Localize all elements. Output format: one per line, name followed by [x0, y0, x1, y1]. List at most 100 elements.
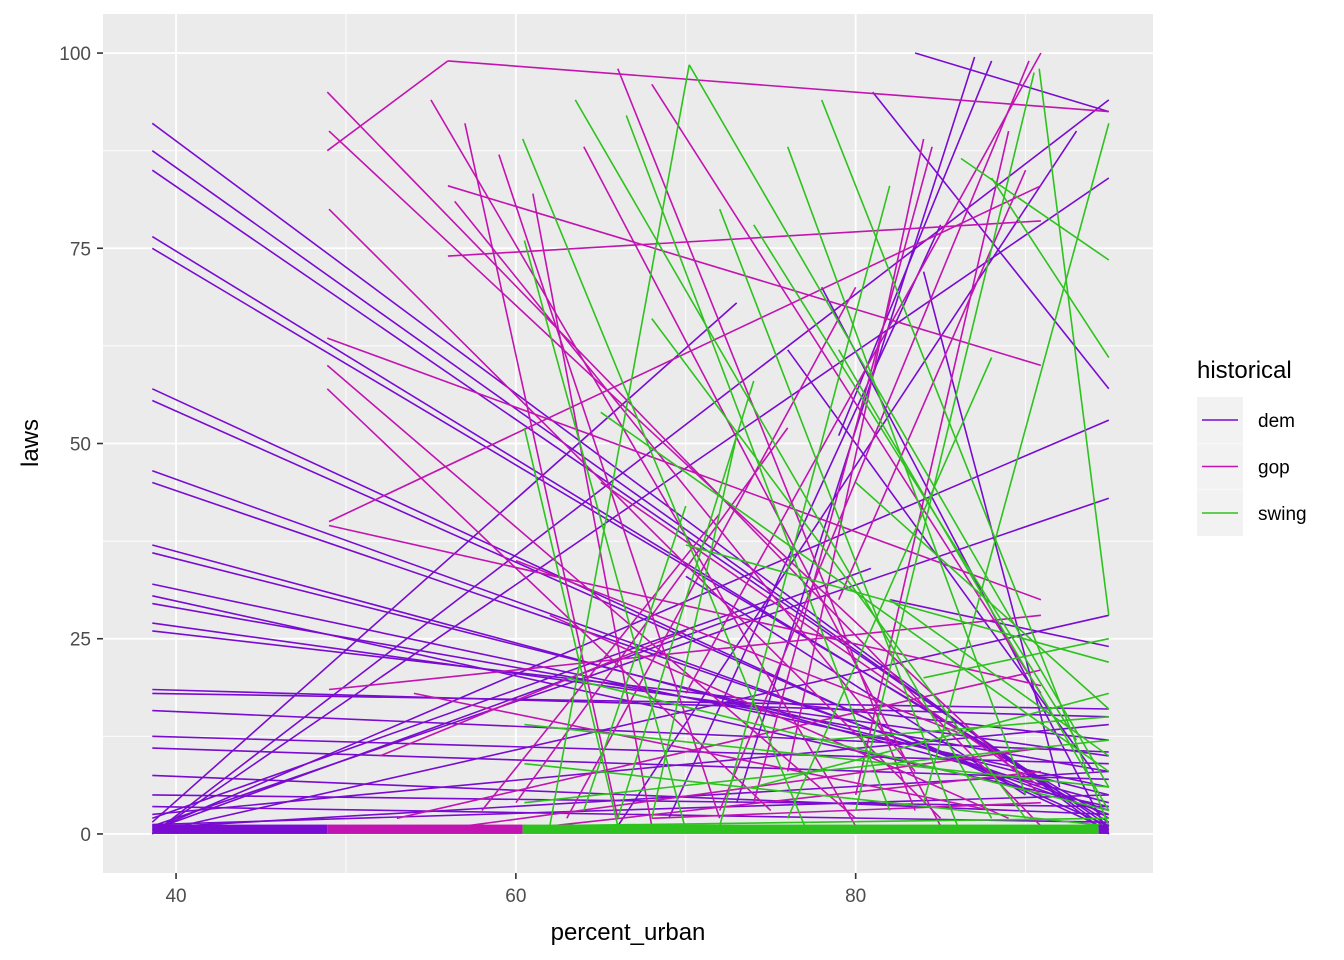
line-gop [328, 614, 1041, 691]
y-axis-title: laws [17, 419, 44, 467]
line-gop [413, 692, 992, 812]
legend-label-dem: dem [1258, 411, 1295, 432]
baseline-band-gop [327, 824, 523, 834]
line-swing [960, 157, 1110, 261]
y-tick-label: 50 [70, 435, 91, 456]
line-dem [914, 52, 1110, 113]
line-swing [651, 318, 1027, 819]
y-tick-label: 0 [80, 825, 91, 846]
line-gop [328, 524, 1042, 687]
line-swing [549, 64, 690, 827]
line-dem [152, 774, 1109, 816]
line-gop [718, 60, 1030, 811]
line-gop [685, 52, 1042, 694]
line-dem [152, 614, 1109, 834]
line-gop [498, 154, 721, 819]
line-gop [515, 559, 958, 734]
line-gop [583, 146, 942, 827]
line-swing [583, 505, 687, 811]
line-dem [152, 552, 1109, 796]
line-swing [651, 435, 738, 819]
line-dem [152, 602, 1109, 773]
line-dem [152, 481, 1110, 812]
line-swing [923, 637, 1109, 679]
line-gop [532, 193, 653, 827]
baseline-band-dem [1098, 824, 1109, 834]
line-gop [549, 614, 1009, 820]
legend-title: historical [1197, 357, 1292, 384]
line-gop [600, 481, 1042, 788]
line-swing [566, 677, 1109, 812]
legend-label-swing: swing [1258, 504, 1307, 525]
line-swing [786, 146, 1027, 796]
line-swing [523, 240, 687, 831]
line-dem [152, 794, 1109, 826]
line-swing [838, 349, 1110, 811]
x-tick-label: 60 [505, 886, 526, 907]
y-tick-label: 75 [70, 239, 91, 260]
line-dem [152, 688, 1109, 718]
line-gop [328, 130, 1042, 796]
line-swing [685, 544, 1110, 663]
line-swing [889, 599, 1110, 757]
line-gop [326, 60, 449, 152]
line-gop [447, 60, 1109, 113]
line-dem [152, 630, 1109, 741]
line-dem [151, 302, 738, 823]
line-gop [651, 801, 1041, 820]
line-dem [151, 99, 1110, 835]
line-dem [668, 224, 942, 819]
line-swing [855, 481, 1110, 710]
line-gop [786, 138, 925, 772]
line-swing [617, 380, 755, 819]
line-gop [328, 185, 1042, 523]
line-swing [821, 716, 1109, 741]
line-swing [922, 123, 1110, 803]
line-gop [481, 513, 721, 812]
plot-data [151, 52, 1110, 835]
x-tick-label: 40 [165, 886, 186, 907]
line-swing [521, 138, 806, 827]
line-gop [651, 83, 1042, 694]
line-swing [820, 99, 1110, 827]
line-gop [549, 770, 1041, 827]
baseline-bands [152, 824, 1109, 834]
line-dem [151, 177, 1110, 835]
line-dem [152, 598, 771, 820]
line-dem [152, 735, 1109, 765]
line-swing [718, 185, 891, 827]
line-gop [752, 146, 933, 803]
line-swing [688, 64, 1110, 788]
line-swing [1038, 68, 1110, 616]
y-tick-label: 100 [59, 44, 91, 65]
x-tick-label: 80 [845, 886, 866, 907]
legend-keys: dem gop swing [1197, 397, 1307, 536]
line-dem [152, 723, 1109, 816]
line-gop [430, 99, 857, 827]
line-swing [524, 739, 1109, 804]
line-swing [990, 177, 1110, 359]
line-gop [326, 388, 772, 812]
baseline-band-swing [522, 824, 1099, 834]
legend: historical dem gop swing [1197, 357, 1307, 536]
line-swing [753, 224, 1078, 741]
line-dem [152, 622, 1109, 757]
series-swing [521, 64, 1110, 831]
line-dem [787, 349, 1095, 772]
line-gop [464, 747, 1042, 827]
line-gop [326, 364, 857, 819]
x-axis: 40 60 80 [165, 873, 866, 907]
line-gop [379, 630, 687, 757]
line-gop [326, 91, 1042, 827]
line-gop [447, 185, 1042, 367]
legend-label-gop: gop [1258, 458, 1290, 479]
line-dem [617, 130, 1078, 827]
line-dem [872, 91, 1110, 390]
line-dem [152, 805, 1109, 823]
line-swing [854, 72, 1035, 811]
line-gop [464, 123, 619, 819]
x-axis-title: percent_urban [551, 919, 706, 946]
line-swing [753, 692, 1110, 788]
line-swing [574, 99, 993, 819]
